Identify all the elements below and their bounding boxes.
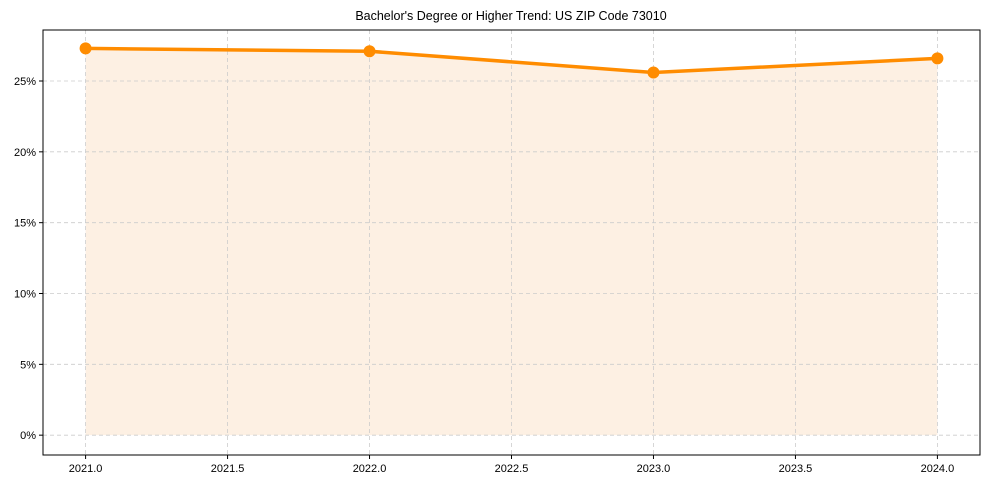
x-tick-label: 2021.5 <box>211 463 245 475</box>
series-line <box>85 46 938 75</box>
x-tick-label: 2021.0 <box>69 463 103 475</box>
y-tick-label: 0% <box>20 430 36 442</box>
x-tick-label: 2024.0 <box>921 463 955 475</box>
x-tick-label: 2022.5 <box>495 463 529 475</box>
y-tick-label: 15% <box>14 218 36 230</box>
x-tick-label: 2023.5 <box>779 463 813 475</box>
y-tick-label: 10% <box>14 289 36 301</box>
x-tick-label: 2023.0 <box>637 463 671 475</box>
y-axis-ticks: 0% 5% 10% 15% 20% 25% <box>14 76 43 442</box>
x-axis-ticks: 2021.0 2021.5 2022.0 2022.5 2023.0 2023.5 2024… <box>69 455 954 475</box>
y-tick-label: 5% <box>20 359 36 371</box>
chart-title: Bachelor's Degree or Higher Trend: US ZI… <box>355 9 666 23</box>
data-series <box>79 42 944 79</box>
grid-lines <box>43 30 980 455</box>
y-tick-label: 20% <box>14 147 36 159</box>
data-point-marker <box>931 52 944 65</box>
data-point-marker <box>363 45 376 58</box>
data-point-marker <box>79 42 92 55</box>
y-tick-label: 25% <box>14 76 36 88</box>
x-tick-label: 2022.0 <box>353 463 387 475</box>
data-point-marker <box>647 66 660 79</box>
